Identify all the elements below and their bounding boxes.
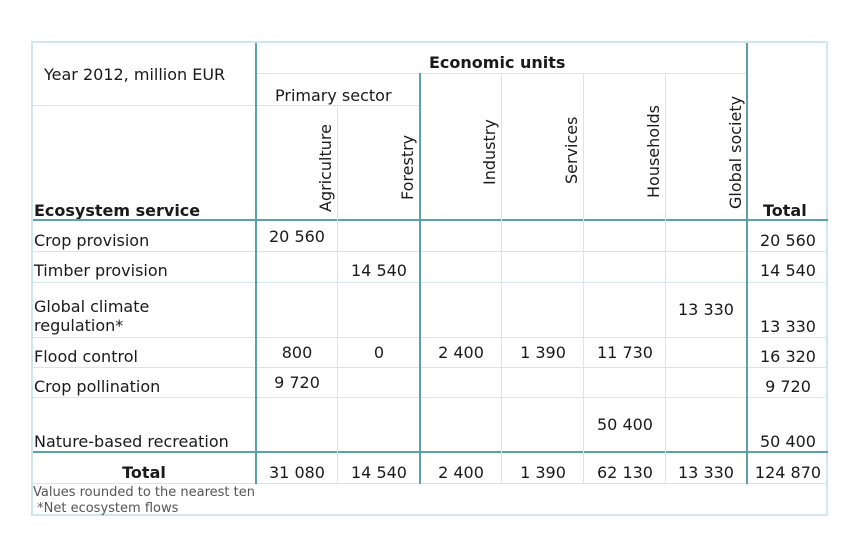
col-rule: [501, 73, 502, 484]
total-value: 31 080: [269, 463, 325, 482]
cell-total: 14 540: [760, 261, 816, 280]
col-rule: [665, 73, 666, 484]
total-value: 2 400: [438, 463, 484, 482]
grand-total: 124 870: [754, 463, 822, 482]
cell-value: 50 400: [597, 415, 653, 434]
row-rule: [33, 251, 828, 252]
col-rule: [419, 73, 421, 484]
col-rule: [255, 43, 257, 484]
row-label: Nature-based recreation: [34, 432, 229, 451]
cell-value: 13 330: [678, 300, 734, 319]
col-header-forestry: Forestry: [398, 134, 417, 200]
row-label: Crop pollination: [34, 377, 161, 396]
row-label: Flood control: [34, 347, 138, 366]
total-column-heading: Total: [763, 201, 807, 220]
cell-value: 0: [373, 343, 385, 362]
cell-total: 13 330: [760, 317, 816, 336]
cell-value: 2 400: [438, 343, 484, 362]
table-frame: [31, 41, 828, 516]
cell-value: 800: [281, 343, 313, 362]
rule-primary-sector: [256, 105, 420, 106]
economic-units-heading: Economic units: [429, 53, 566, 72]
cell-total: 50 400: [760, 432, 816, 451]
total-row-label: Total: [122, 463, 166, 482]
ecosystem-service-heading: Ecosystem service: [34, 201, 201, 220]
total-value: 1 390: [520, 463, 566, 482]
header-bottom-rule: [33, 219, 828, 221]
cell-value: 14 540: [351, 261, 407, 280]
col-rule: [746, 43, 748, 484]
cell-total: 20 560: [760, 231, 816, 250]
row-rule: [33, 367, 828, 368]
total-value: 62 130: [597, 463, 653, 482]
cell-value: 11 730: [597, 343, 653, 362]
col-header-households: Households: [644, 104, 663, 198]
col-rule: [583, 73, 584, 484]
row-label: Timber provision: [34, 261, 168, 280]
col-header-industry: Industry: [480, 119, 499, 185]
footnote-rounding: Values rounded to the nearest ten: [33, 485, 255, 500]
total-bottom-rule: [33, 483, 828, 484]
cell-value: 9 720: [274, 373, 320, 392]
row-rule: [33, 337, 828, 338]
row-rule: [33, 397, 828, 398]
row-label: Crop provision: [34, 231, 150, 250]
col-header-global-society: Global society: [726, 95, 745, 209]
total-top-rule: [33, 451, 828, 453]
row-rule: [33, 282, 828, 283]
footnote-net-flows: *Net ecosystem flows: [33, 501, 179, 516]
row-label: Global climate: [34, 297, 150, 316]
rule-year-label: [33, 105, 256, 106]
row-label: regulation*: [34, 316, 124, 335]
total-value: 13 330: [678, 463, 734, 482]
cell-value: 20 560: [269, 227, 325, 246]
total-value: 14 540: [351, 463, 407, 482]
year-label: Year 2012, million EUR: [44, 65, 226, 84]
cell-total: 16 320: [760, 347, 816, 366]
col-rule: [337, 105, 338, 484]
cell-value: 1 390: [520, 343, 566, 362]
cell-total: 9 720: [765, 377, 811, 396]
primary-sector-heading: Primary sector: [275, 86, 392, 105]
col-header-agriculture: Agriculture: [316, 124, 335, 212]
col-header-services: Services: [562, 116, 581, 184]
